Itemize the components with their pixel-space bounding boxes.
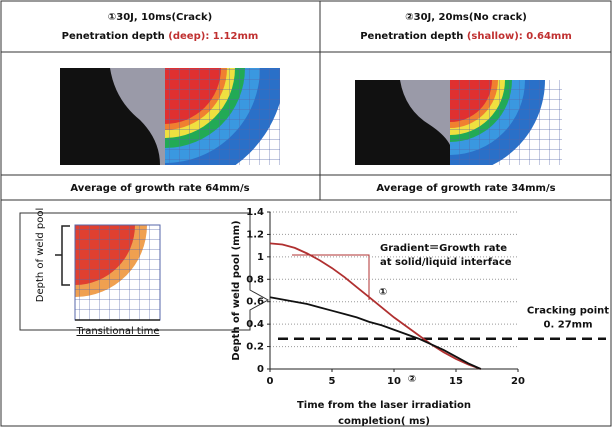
y-axis-title: Depth of weld pool (mm) xyxy=(231,220,242,360)
weld-image xyxy=(60,68,280,165)
threshold-label: 0. 27mm xyxy=(544,320,593,331)
depth-label: Penetration depth xyxy=(62,31,169,42)
x-tick-label: 20 xyxy=(511,376,525,387)
series-line xyxy=(269,242,482,370)
depth-value: : 0.64mm xyxy=(519,31,572,42)
panel-caption: Average of growth rate 64mm/s xyxy=(70,183,249,194)
inset xyxy=(19,212,270,331)
series-label: ② xyxy=(408,374,416,385)
annotation: Gradient＝Growth rate xyxy=(380,243,507,254)
y-tick-label: 0.2 xyxy=(246,342,264,353)
depth-class: (deep) xyxy=(168,31,205,42)
x-tick-label: 0 xyxy=(267,376,274,387)
x-tick-label: 5 xyxy=(329,376,336,387)
threshold-title: Cracking point xyxy=(527,306,609,317)
inset-x-label: Transitional time xyxy=(75,326,159,337)
y-tick-label: 0.4 xyxy=(246,319,264,330)
series-label: ① xyxy=(379,287,387,298)
inset-y-label: Depth of weld pool xyxy=(35,208,46,302)
panel-depth: Penetration depth (deep): 1.12mm xyxy=(62,31,259,42)
depth-value: : 1.12mm xyxy=(205,31,258,42)
y-tick-label: 1.4 xyxy=(246,207,264,218)
panel-depth: Penetration depth (shallow): 0.64mm xyxy=(360,31,572,42)
panel-caption: Average of growth rate 34mm/s xyxy=(376,183,555,194)
x-tick-label: 15 xyxy=(449,376,463,387)
x-axis-title: Time from the laser irradiation xyxy=(297,400,471,411)
panel-title: ①30J, 10ms(Crack) xyxy=(108,12,212,23)
y-tick-label: 1.2 xyxy=(246,229,264,240)
chart: 0 0.2 0.4 0.6 0.8 1 1.2 1.4 0 5 10 15 20 Depth of wel… xyxy=(231,207,609,427)
depth-label: Penetration depth xyxy=(360,31,467,42)
y-tick-label: 0 xyxy=(257,364,264,375)
panel-title: ②30J, 20ms(No crack) xyxy=(405,12,527,23)
gradient-triangle xyxy=(292,254,370,300)
series-line xyxy=(269,296,482,370)
depth-class: (shallow) xyxy=(467,31,519,42)
axes xyxy=(269,212,518,370)
y-tick-label: 0.6 xyxy=(246,297,264,308)
weld-image xyxy=(355,80,562,165)
x-tick-label: 10 xyxy=(387,376,401,387)
y-tick-label: 1 xyxy=(257,252,264,263)
x-axis-title: completion( ms) xyxy=(338,416,430,427)
annotation: at solid/liquid interface xyxy=(380,257,512,268)
y-tick-label: 0.8 xyxy=(246,274,264,285)
